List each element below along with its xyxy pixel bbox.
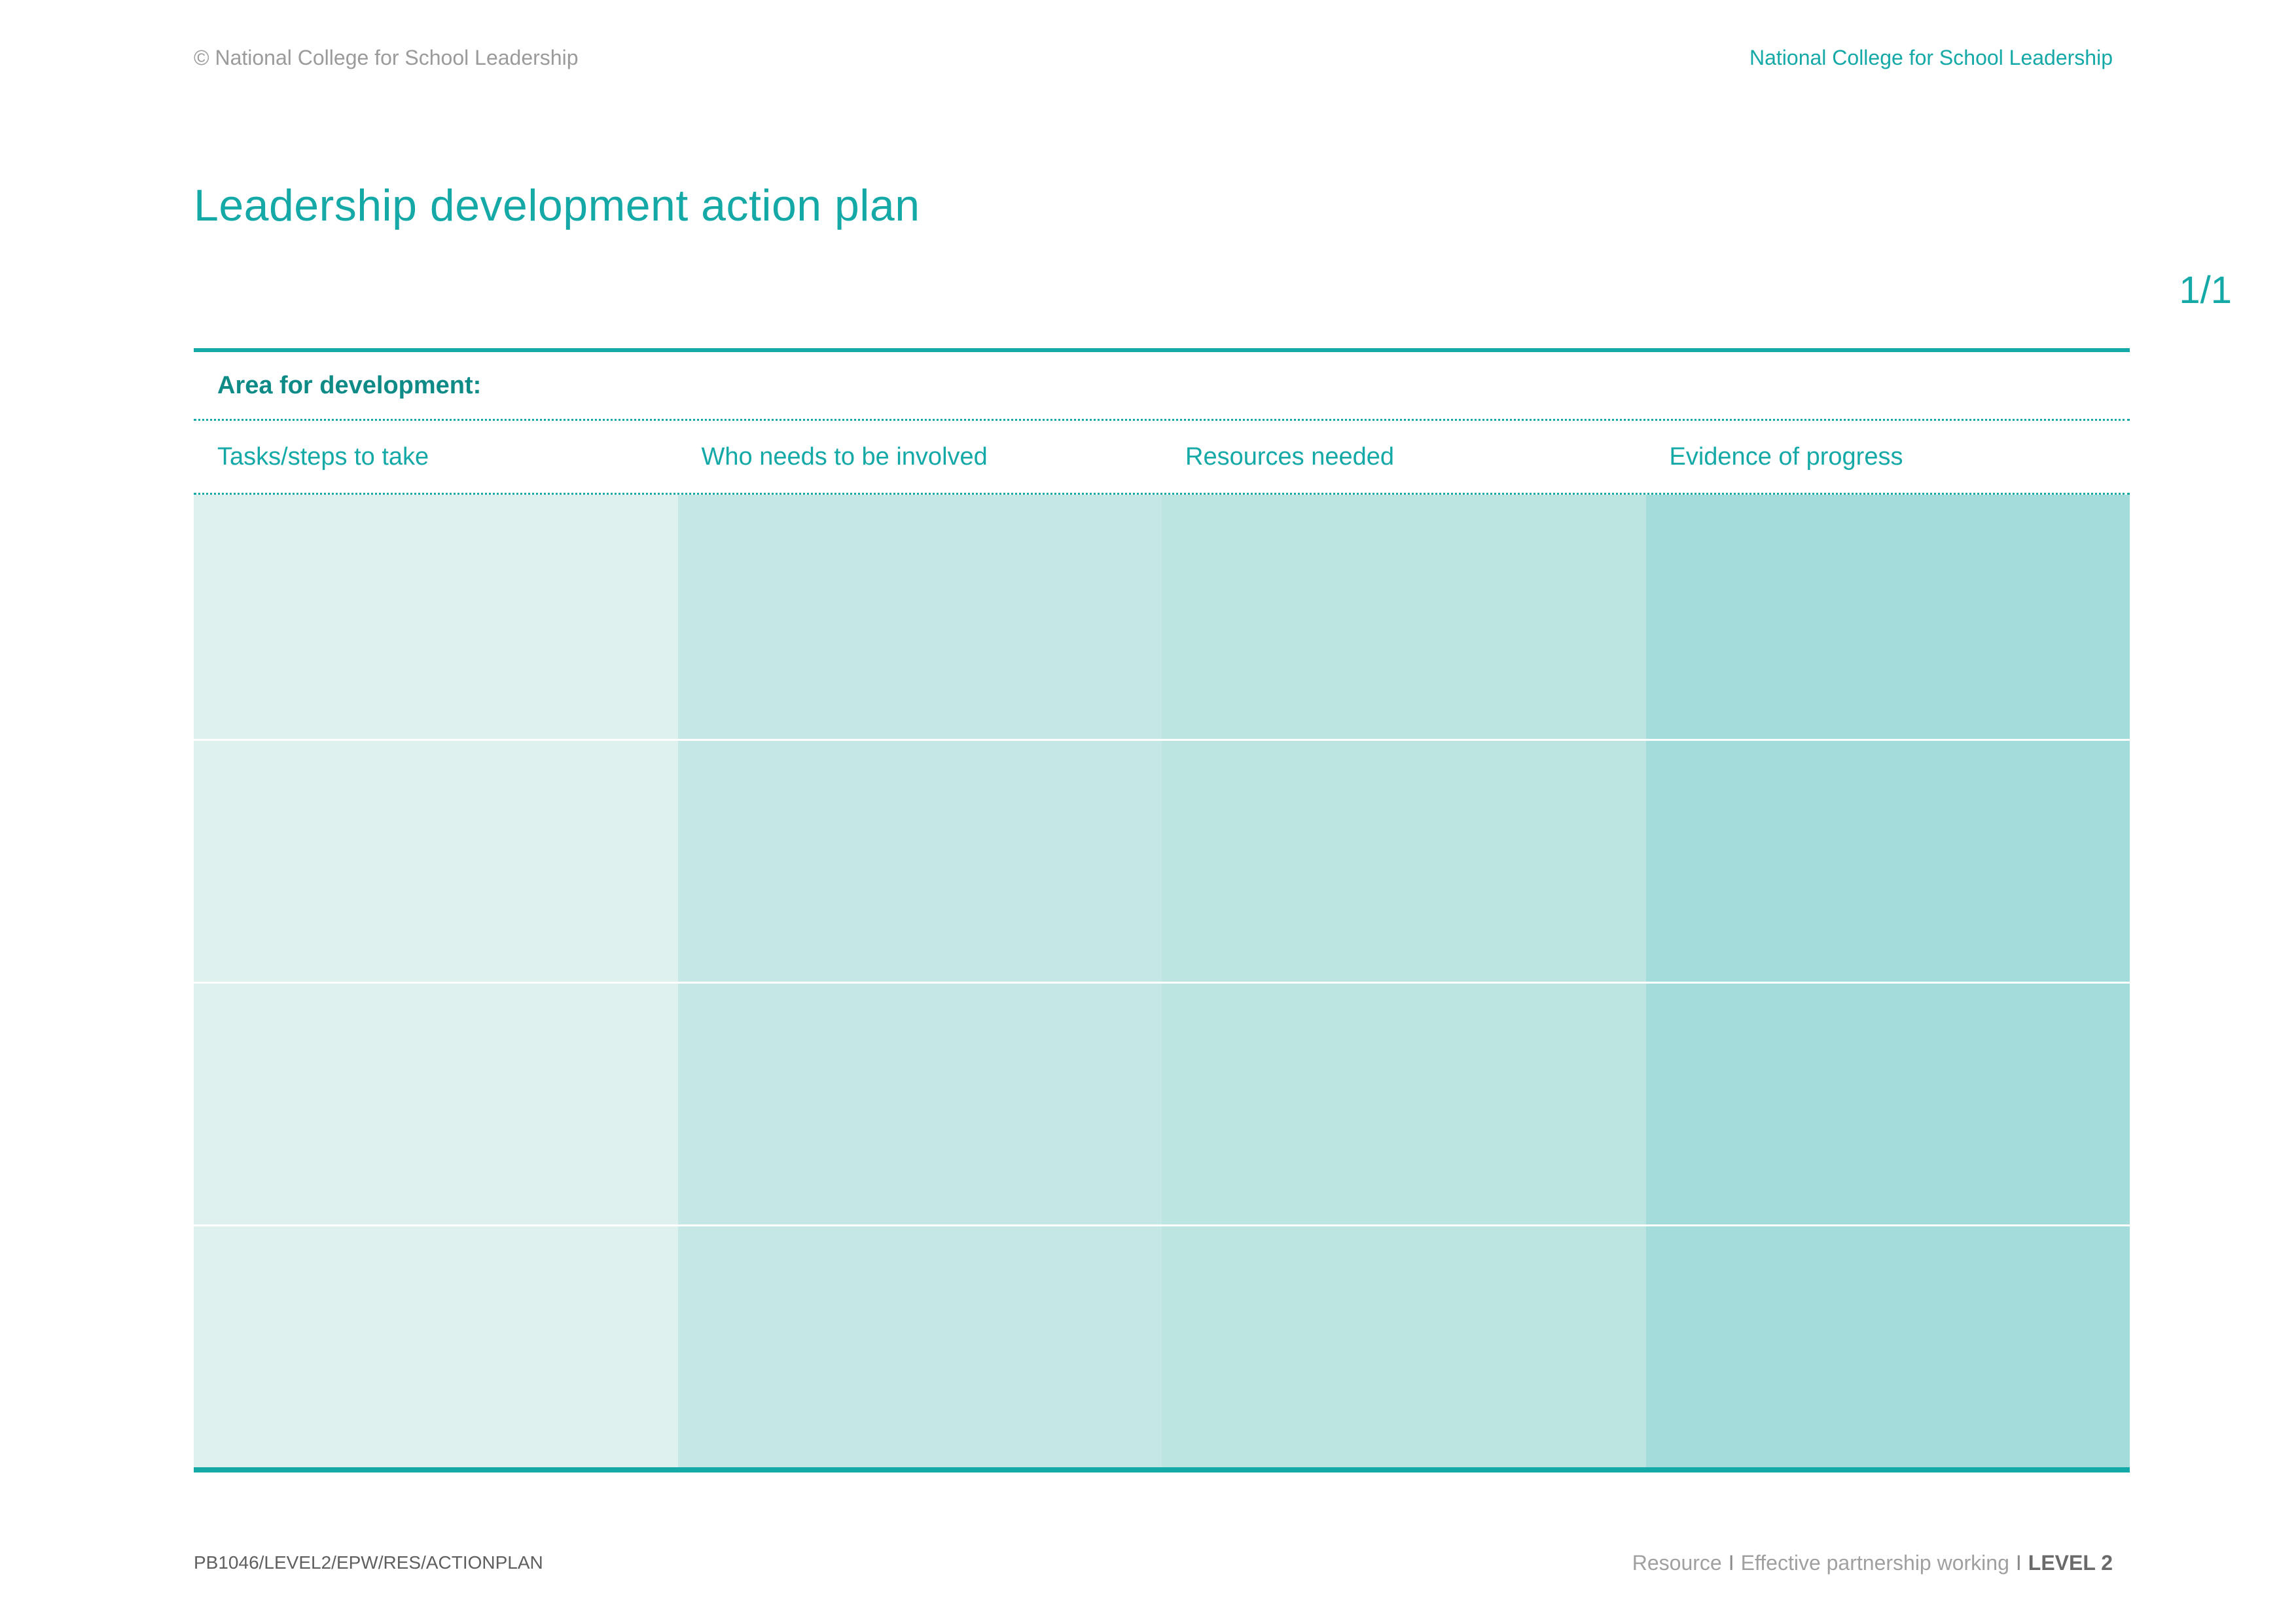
column-tasks [194, 495, 678, 1467]
footer-separator: I [1728, 1551, 1734, 1575]
table-cell[interactable] [1162, 1224, 1646, 1467]
column-header-who: Who needs to be involved [701, 442, 988, 471]
table-cell[interactable] [1645, 738, 2130, 982]
action-plan-table: Area for development: Tasks/steps to tak… [194, 348, 2130, 1472]
table-cell[interactable] [194, 495, 678, 739]
column-who [677, 495, 1162, 1467]
table-cell[interactable] [194, 981, 678, 1224]
area-for-development-row[interactable]: Area for development: [194, 352, 2130, 421]
table-cell[interactable] [677, 981, 1162, 1224]
area-for-development-label: Area for development: [217, 371, 482, 399]
footer-breadcrumb: Resource I Effective partnership working I L… [1632, 1551, 2113, 1575]
table-cell[interactable] [194, 1224, 678, 1467]
footer-level: LEVEL 2 [2028, 1551, 2113, 1575]
table-cell[interactable] [1645, 981, 2130, 1224]
column-evidence [1645, 495, 2130, 1467]
footer-topic: Effective partnership working [1740, 1551, 2009, 1575]
column-header-resources: Resources needed [1185, 442, 1394, 471]
table-cell[interactable] [677, 1224, 1162, 1467]
table-body [194, 495, 2130, 1467]
column-header-tasks: Tasks/steps to take [217, 442, 429, 471]
table-cell[interactable] [1162, 495, 1646, 739]
column-resources [1162, 495, 1646, 1467]
organisation-name: National College for School Leadership [1749, 46, 2113, 69]
table-cell[interactable] [1162, 738, 1646, 982]
table-cell[interactable] [194, 738, 678, 982]
page-title: Leadership development action plan [194, 181, 920, 230]
table-cell[interactable] [677, 738, 1162, 982]
page-number: 1/1 [2179, 269, 2232, 312]
table-cell[interactable] [1645, 495, 2130, 739]
column-header-evidence: Evidence of progress [1669, 442, 1903, 471]
table-top-rule [194, 348, 2130, 352]
footer-separator: I [2015, 1551, 2022, 1575]
table-cell[interactable] [677, 495, 1162, 739]
document-code: PB1046/LEVEL2/EPW/RES/ACTIONPLAN [194, 1552, 543, 1573]
table-bottom-rule [194, 1467, 2130, 1472]
table-cell[interactable] [1645, 1224, 2130, 1467]
table-header-row: Tasks/steps to take Who needs to be invo… [194, 421, 2130, 495]
copyright-notice: © National College for School Leadership [194, 46, 579, 69]
footer-resource: Resource [1632, 1551, 1722, 1575]
table-cell[interactable] [1162, 981, 1646, 1224]
